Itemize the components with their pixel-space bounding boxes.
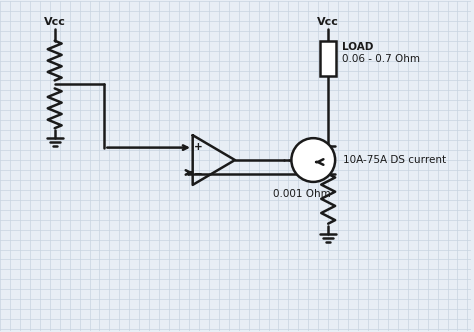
Text: −: − — [194, 168, 203, 179]
Circle shape — [292, 138, 335, 182]
Text: Vcc: Vcc — [317, 17, 339, 27]
Text: Vcc: Vcc — [44, 17, 65, 27]
Text: 0.001 Ohm: 0.001 Ohm — [273, 189, 331, 199]
Bar — [320, 41, 336, 75]
Text: +: + — [194, 142, 203, 152]
Text: 10A-75A DS current: 10A-75A DS current — [343, 155, 446, 165]
Text: 0.06 - 0.7 Ohm: 0.06 - 0.7 Ohm — [342, 53, 420, 64]
Text: LOAD: LOAD — [342, 42, 374, 52]
